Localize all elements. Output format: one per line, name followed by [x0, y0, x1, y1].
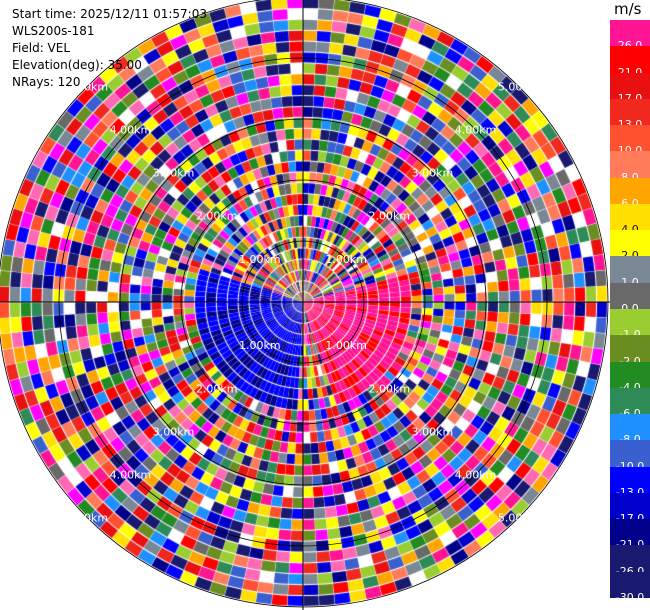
range-ring-label: 4.00km: [455, 469, 497, 482]
colorbar-segment: [610, 361, 650, 389]
range-ring-label: 5.00km: [498, 512, 540, 525]
colorbar-segment: [610, 519, 650, 546]
range-ring-label: 2.00km: [196, 382, 238, 395]
range-ring-label: 5.00km: [67, 80, 109, 93]
colorbar-segment: [610, 20, 650, 47]
field-text: Field: VEL: [12, 41, 71, 55]
colorbar-segment: [610, 335, 650, 363]
range-ring-label: 1.00km: [239, 253, 281, 266]
nrays-text: NRays: 120: [12, 75, 81, 89]
range-ring-overlay: 1.00km 1.00km 1.00km 1.00km 2.00km 2.00km 2.00…: [0, 0, 610, 610]
colorbar-segment: [610, 151, 650, 179]
range-ring-label: 3.00km: [153, 425, 195, 438]
range-ring-label: 1.00km: [325, 339, 367, 352]
colorbar-segment: [610, 230, 650, 257]
range-ring-label: 1.00km: [325, 253, 367, 266]
colorbar-segment: [610, 282, 650, 310]
instrument-text: WLS200s-181: [12, 24, 95, 38]
colorbar-segment: [610, 125, 650, 152]
colorbar-unit: m/s: [614, 0, 642, 18]
start-time-text: Start time: 2025/12/11 01:57:03: [12, 7, 207, 21]
velocity-colorbar: 26.021.017.013.010.08.06.04.02.01.00.0-1…: [610, 20, 650, 604]
colorbar-segment: [610, 309, 650, 336]
colorbar-segment: [610, 440, 650, 468]
range-ring-label: 4.00km: [110, 123, 152, 136]
range-ring-label: 2.00km: [196, 210, 238, 223]
range-ring-label: 4.00km: [455, 123, 497, 136]
colorbar-tick-label: -30.0: [615, 591, 645, 604]
range-ring-label: 3.00km: [412, 167, 454, 180]
colorbar-segment: [610, 46, 650, 74]
colorbar-segment: [610, 492, 650, 520]
colorbar-segment: [610, 414, 650, 441]
colorbar-segment: [610, 72, 650, 100]
elevation-text: Elevation(deg): 35.00: [12, 58, 142, 72]
colorbar-segment: [610, 203, 650, 231]
colorbar-segment: [610, 571, 650, 599]
colorbar-segment: [610, 387, 650, 415]
range-ring-label: 1.00km: [239, 339, 281, 352]
colorbar-segment: [610, 466, 650, 494]
range-ring-label: 2.00km: [368, 382, 410, 395]
scan-info: Start time: 2025/12/11 01:57:03 WLS200s-…: [12, 6, 207, 91]
range-ring-label: 3.00km: [153, 167, 195, 180]
range-ring-label: 3.00km: [412, 425, 454, 438]
colorbar-segment: [610, 177, 650, 205]
range-ring-label: 5.00km: [498, 80, 540, 93]
colorbar-segment: [610, 98, 650, 126]
range-ring-label: 2.00km: [368, 210, 410, 223]
colorbar-segment: [610, 256, 650, 284]
range-ring-label: 4.00km: [110, 469, 152, 482]
range-ring-label: 5.00km: [67, 512, 109, 525]
colorbar-segment: [610, 545, 650, 573]
ppi-velocity-plot: [0, 0, 610, 610]
